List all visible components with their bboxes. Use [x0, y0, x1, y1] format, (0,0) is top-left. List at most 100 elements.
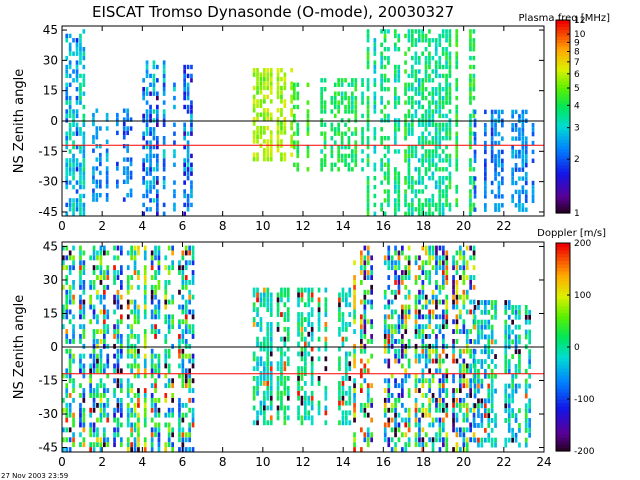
- data-cell: [373, 60, 377, 65]
- data-cell: [494, 123, 497, 128]
- data-cell: [150, 294, 154, 300]
- data-cell: [116, 289, 120, 295]
- data-cell: [323, 136, 327, 141]
- data-cell: [75, 131, 79, 136]
- data-cell: [360, 407, 363, 413]
- data-cell: [82, 149, 86, 154]
- data-cell: [181, 275, 185, 280]
- data-cell: [421, 368, 425, 374]
- data-cell: [462, 270, 466, 275]
- data-cell: [345, 366, 348, 372]
- data-cell: [397, 255, 401, 261]
- data-cell: [150, 353, 154, 359]
- data-cell: [145, 184, 149, 190]
- data-cell: [266, 68, 270, 73]
- data-cell: [137, 270, 140, 275]
- data-cell: [96, 432, 99, 438]
- data-cell: [438, 64, 442, 70]
- data-cell: [484, 163, 487, 168]
- data-cell: [130, 432, 133, 438]
- data-cell: [370, 353, 373, 359]
- data-cell: [373, 176, 377, 181]
- data-cell: [252, 103, 256, 108]
- colorbar-swatch: [556, 200, 570, 204]
- data-cell: [394, 140, 397, 145]
- data-cell: [126, 193, 129, 198]
- data-cell: [504, 319, 508, 325]
- data-cell: [477, 423, 480, 428]
- data-cell: [191, 294, 195, 300]
- data-cell: [490, 324, 494, 330]
- data-cell: [518, 127, 521, 132]
- data-cell: [511, 393, 514, 399]
- data-cell: [82, 82, 86, 87]
- data-cell: [511, 180, 514, 186]
- data-cell: [79, 211, 82, 216]
- data-cell: [417, 100, 421, 105]
- data-cell: [452, 348, 455, 354]
- data-cell: [171, 343, 174, 349]
- data-cell: [438, 184, 442, 190]
- data-cell: [363, 270, 367, 275]
- data-cell: [103, 388, 106, 393]
- data-cell: [324, 356, 328, 362]
- data-cell: [152, 131, 156, 136]
- data-cell: [113, 427, 116, 433]
- data-cell: [79, 284, 82, 290]
- data-cell: [186, 162, 190, 167]
- data-cell: [184, 299, 188, 305]
- data-cell: [473, 437, 477, 443]
- data-cell: [263, 376, 266, 381]
- data-cell: [137, 442, 140, 448]
- data-cell: [280, 312, 283, 317]
- data-cell: [397, 329, 401, 334]
- data-cell: [276, 366, 280, 372]
- data-cell: [424, 78, 428, 83]
- data-cell: [269, 415, 273, 421]
- data-cell: [428, 198, 431, 203]
- data-cell: [154, 422, 157, 428]
- data-cell: [181, 402, 185, 408]
- data-cell: [524, 198, 528, 203]
- data-cell: [404, 432, 408, 438]
- data-cell: [438, 245, 442, 251]
- data-cell: [397, 38, 401, 43]
- data-cell: [441, 136, 445, 141]
- data-cell: [494, 140, 497, 146]
- data-cell: [401, 343, 404, 349]
- data-cell: [126, 447, 130, 452]
- data-cell: [407, 407, 411, 413]
- data-cell: [99, 417, 103, 423]
- data-cell: [414, 417, 418, 423]
- data-cell: [373, 38, 377, 43]
- data-cell: [120, 378, 123, 384]
- data-cell: [191, 260, 195, 266]
- data-cell: [149, 113, 152, 119]
- data-cell: [178, 412, 181, 418]
- data-cell: [363, 245, 367, 251]
- data-cell: [455, 402, 459, 408]
- data-cell: [188, 447, 191, 452]
- data-cell: [263, 292, 266, 298]
- data-cell: [65, 383, 69, 389]
- data-cell: [183, 73, 186, 79]
- data-cell: [324, 366, 328, 372]
- data-cell: [431, 198, 435, 203]
- data-cell: [441, 47, 445, 52]
- colorbar-swatch: [556, 267, 570, 272]
- data-cell: [497, 158, 501, 163]
- data-cell: [72, 353, 75, 359]
- data-cell: [424, 198, 428, 203]
- data-cell: [68, 162, 72, 167]
- data-cell: [126, 126, 129, 131]
- data-cell: [424, 353, 428, 359]
- data-cell: [348, 302, 352, 308]
- data-cell: [448, 184, 452, 190]
- data-cell: [307, 331, 311, 337]
- data-cell: [188, 397, 191, 403]
- data-cell: [296, 162, 300, 167]
- data-cell: [435, 255, 438, 261]
- data-cell: [113, 432, 116, 438]
- data-cell: [472, 47, 476, 52]
- data-cell: [487, 349, 491, 355]
